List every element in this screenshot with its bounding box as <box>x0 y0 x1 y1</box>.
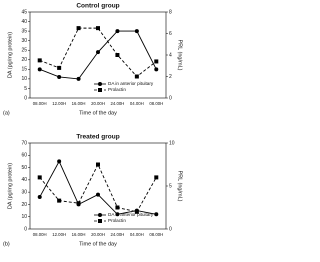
marker <box>37 175 42 180</box>
x-tick-label: 08.00H <box>149 101 163 106</box>
series-line <box>39 163 157 213</box>
x-tick-label: 24.00H <box>110 232 124 237</box>
panel-label: (b) <box>3 241 10 247</box>
y2-axis-label: PRL (ng/mL) <box>177 171 183 202</box>
marker <box>154 59 159 64</box>
y-tick-label: 35 <box>21 28 27 34</box>
marker <box>57 159 62 164</box>
y2-tick-label: 8 <box>169 9 172 15</box>
x-tick-label: 20.00H <box>91 101 105 106</box>
y2-tick-label: 2 <box>169 74 172 80</box>
marker <box>96 192 100 197</box>
marker <box>98 82 102 86</box>
marker <box>37 67 42 72</box>
chart-title: Treated group <box>76 134 119 141</box>
y-tick-label: 45 <box>21 9 27 15</box>
y-tick-label: 30 <box>21 38 27 44</box>
marker <box>115 212 120 217</box>
marker <box>57 65 62 70</box>
y2-tick-label: 10 <box>169 140 175 146</box>
series-line <box>39 30 157 80</box>
x-tick-label: 12.00H <box>52 232 66 237</box>
series-line <box>39 160 157 215</box>
marker <box>96 162 100 167</box>
marker <box>154 175 159 180</box>
marker <box>96 26 100 31</box>
panel-label: (a) <box>3 110 10 116</box>
x-tick-label: 08.00H <box>33 232 47 237</box>
marker <box>76 26 81 31</box>
marker <box>37 195 42 200</box>
y-axis-label: DA (pg/mg protein) <box>7 32 13 78</box>
y2-tick-label: 0 <box>169 226 172 232</box>
marker <box>154 212 159 217</box>
x-tick-label: 16.00H <box>72 101 86 106</box>
marker <box>115 53 120 57</box>
y-tick-label: 60 <box>21 153 27 159</box>
x-axis-label: Time of the day <box>79 110 117 116</box>
y2-tick-label: 6 <box>169 31 172 37</box>
y-tick-label: 0 <box>24 95 27 101</box>
marker <box>115 205 120 210</box>
legend-label: Prolactin <box>108 218 126 223</box>
marker <box>98 219 102 223</box>
x-tick-label: 08.00H <box>33 101 47 106</box>
marker <box>134 74 139 79</box>
y2-axis-label: PRL (ng/mL) <box>177 40 183 71</box>
marker <box>96 50 100 55</box>
legend-label: Prolactin <box>108 87 126 92</box>
legend-label: DA in anterior pituitary <box>108 212 154 217</box>
y-tick-label: 25 <box>21 48 27 54</box>
marker <box>76 76 81 81</box>
y-tick-label: 70 <box>21 140 27 146</box>
figure: Control group 0 5 10 15 20 25 30 35 40 45 0 2 4 6 8 DA (… <box>3 3 183 248</box>
y-tick-label: 40 <box>21 177 27 183</box>
y2-tick-label: 0 <box>169 95 172 101</box>
x-tick-label: 16.00H <box>72 232 86 237</box>
y-tick-label: 50 <box>21 165 27 171</box>
marker <box>37 58 42 63</box>
y-axis-label: DA (pg/mg protein) <box>7 163 13 209</box>
y-tick-label: 0 <box>24 226 27 232</box>
marker <box>57 198 62 203</box>
chart-title: Control group <box>76 3 119 10</box>
y-tick-label: 10 <box>21 214 27 220</box>
y-tick-label: 20 <box>21 202 27 208</box>
x-tick-label: 20.00H <box>91 232 105 237</box>
y-tick-label: 30 <box>21 189 27 195</box>
y2-tick-label: 4 <box>169 52 172 58</box>
legend-label: DA in anterior pituitary <box>108 81 154 86</box>
marker <box>76 201 81 206</box>
x-axis-label: Time of the day <box>79 241 117 247</box>
y-tick-label: 20 <box>21 57 27 63</box>
marker <box>134 29 139 34</box>
y-tick-label: 15 <box>21 67 27 73</box>
marker <box>115 29 120 34</box>
x-tick-label: 08.00H <box>149 232 163 237</box>
x-tick-label: 12.00H <box>52 101 66 106</box>
y-tick-label: 40 <box>21 19 27 25</box>
marker <box>98 88 102 92</box>
x-tick-label: 04.00H <box>130 101 144 106</box>
x-tick-label: 24.00H <box>110 101 124 106</box>
y2-tick-label: 5 <box>169 183 172 189</box>
x-tick-label: 04.00H <box>130 232 144 237</box>
y-tick-label: 10 <box>21 76 27 82</box>
y-tick-label: 5 <box>24 86 27 92</box>
marker <box>98 213 102 217</box>
marker <box>57 74 62 79</box>
marker <box>154 67 159 72</box>
marker <box>134 209 139 214</box>
